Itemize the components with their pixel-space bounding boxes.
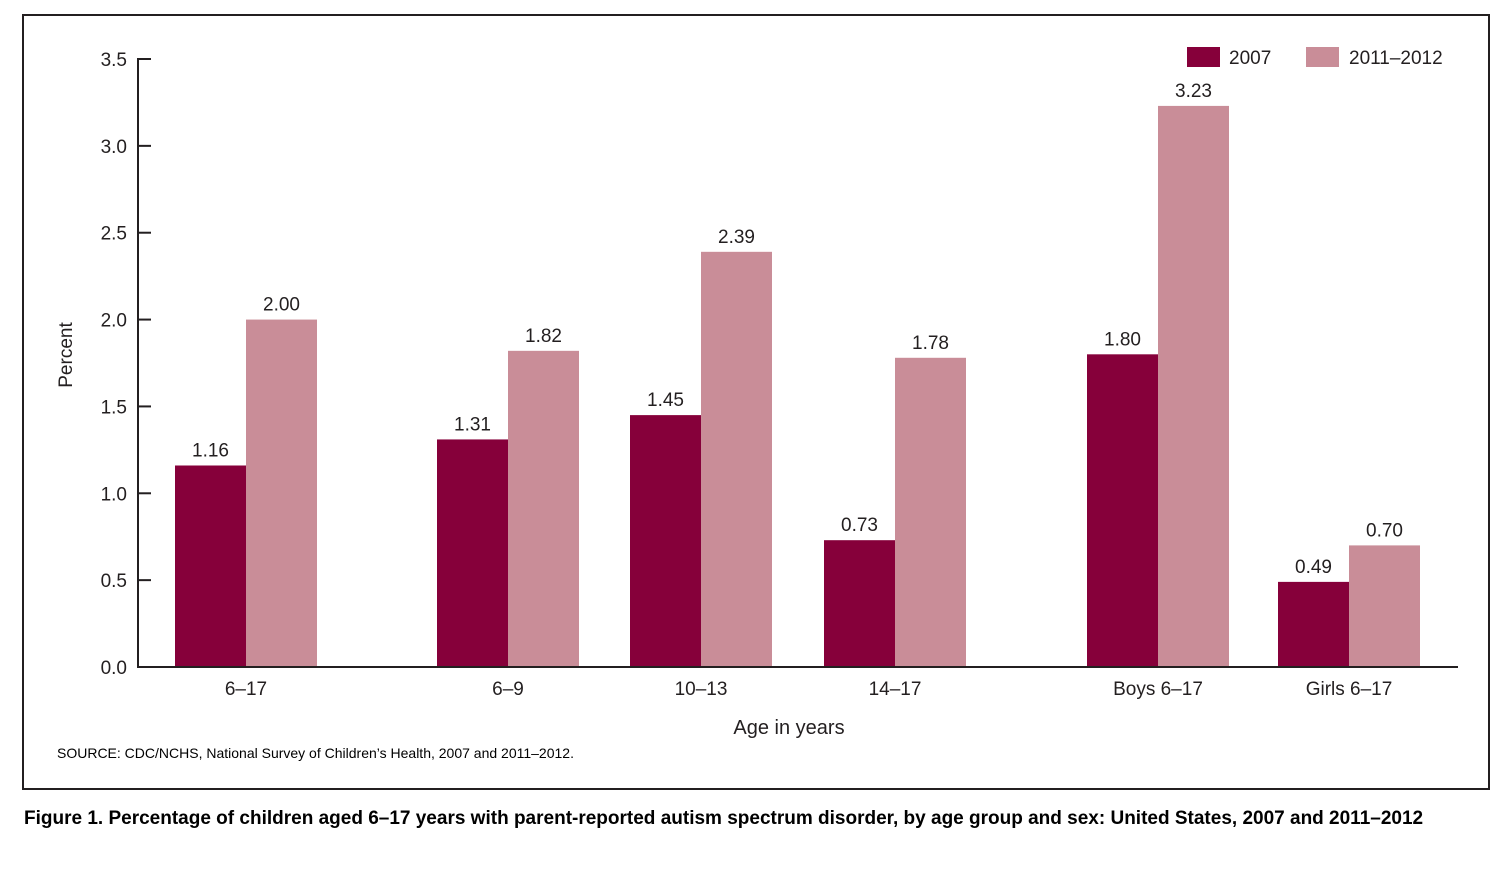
y-tick-label: 0.5: [101, 571, 127, 592]
x-tick-label: 14–17: [869, 679, 922, 700]
y-tick-label: 1.0: [101, 484, 127, 505]
y-tick-label: 3.5: [101, 50, 127, 71]
bar-value-label: 0.70: [1366, 520, 1403, 541]
bar: [246, 319, 317, 667]
x-tick-label: Girls 6–17: [1306, 679, 1393, 700]
bar: [1278, 581, 1349, 667]
figure-frame: [22, 14, 1490, 790]
bar: [1158, 105, 1229, 668]
bar: [508, 350, 579, 667]
bars: [175, 105, 1420, 668]
bar-value-label: 2.39: [718, 227, 755, 248]
bar-value-label: 1.16: [192, 440, 229, 461]
y-tick-label: 2.0: [101, 311, 127, 332]
value-labels: 1.16 2.00 1.31 1.82 1.45 2.39 0.73 1.78 1.80 3.23…: [192, 81, 1403, 578]
bar: [175, 465, 246, 667]
bar-value-label: 0.73: [841, 515, 878, 536]
legend-label-2011-2012: 2011–2012: [1349, 48, 1443, 69]
y-tick-label: 0.0: [101, 658, 127, 679]
bar-value-label: 0.49: [1295, 557, 1332, 578]
bar: [1349, 545, 1420, 667]
legend: 2007 2011–2012: [1187, 47, 1443, 69]
legend-swatch-2011-2012: [1306, 47, 1339, 67]
bar: [895, 357, 966, 667]
x-tick-label: 6–9: [492, 679, 524, 700]
bar: [824, 540, 895, 667]
bar-value-label: 1.31: [454, 414, 491, 435]
y-tick-label: 1.5: [101, 397, 127, 418]
y-axis-ticks: 0.0 0.5 1.0 1.5 2.0 2.5 3.0 3.5: [101, 50, 151, 679]
y-tick-label: 2.5: [101, 224, 127, 245]
bar: [1087, 354, 1158, 667]
bar-value-label: 1.78: [912, 333, 949, 354]
y-axis-title: Percent: [56, 322, 77, 388]
y-tick-label: 3.0: [101, 137, 127, 158]
x-axis-title: Age in years: [733, 717, 844, 739]
bar-value-label: 1.82: [525, 326, 562, 347]
x-tick-label: 6–17: [225, 679, 267, 700]
bar: [630, 415, 701, 667]
bar-value-label: 2.00: [263, 295, 300, 316]
x-tick-label: Boys 6–17: [1113, 679, 1203, 700]
legend-label-2007: 2007: [1229, 48, 1271, 69]
x-axis-tick-labels: 6–17 6–9 10–13 14–17 Boys 6–17 Girls 6–17: [225, 679, 1392, 700]
x-tick-label: 10–13: [675, 679, 728, 700]
source-note: SOURCE: CDC/NCHS, National Survey of Chi…: [57, 745, 574, 761]
bar-value-label: 1.80: [1104, 329, 1141, 350]
bar-value-label: 3.23: [1175, 81, 1212, 102]
bar-value-label: 1.45: [647, 390, 684, 411]
legend-swatch-2007: [1187, 47, 1220, 67]
bar: [437, 439, 508, 667]
bar: [701, 251, 772, 667]
bar-chart: 0.0 0.5 1.0 1.5 2.0 2.5 3.0 3.5 1.16 2.00 1.31 1.8…: [56, 47, 1458, 739]
figure-caption: Figure 1. Percentage of children aged 6–…: [24, 808, 1424, 829]
